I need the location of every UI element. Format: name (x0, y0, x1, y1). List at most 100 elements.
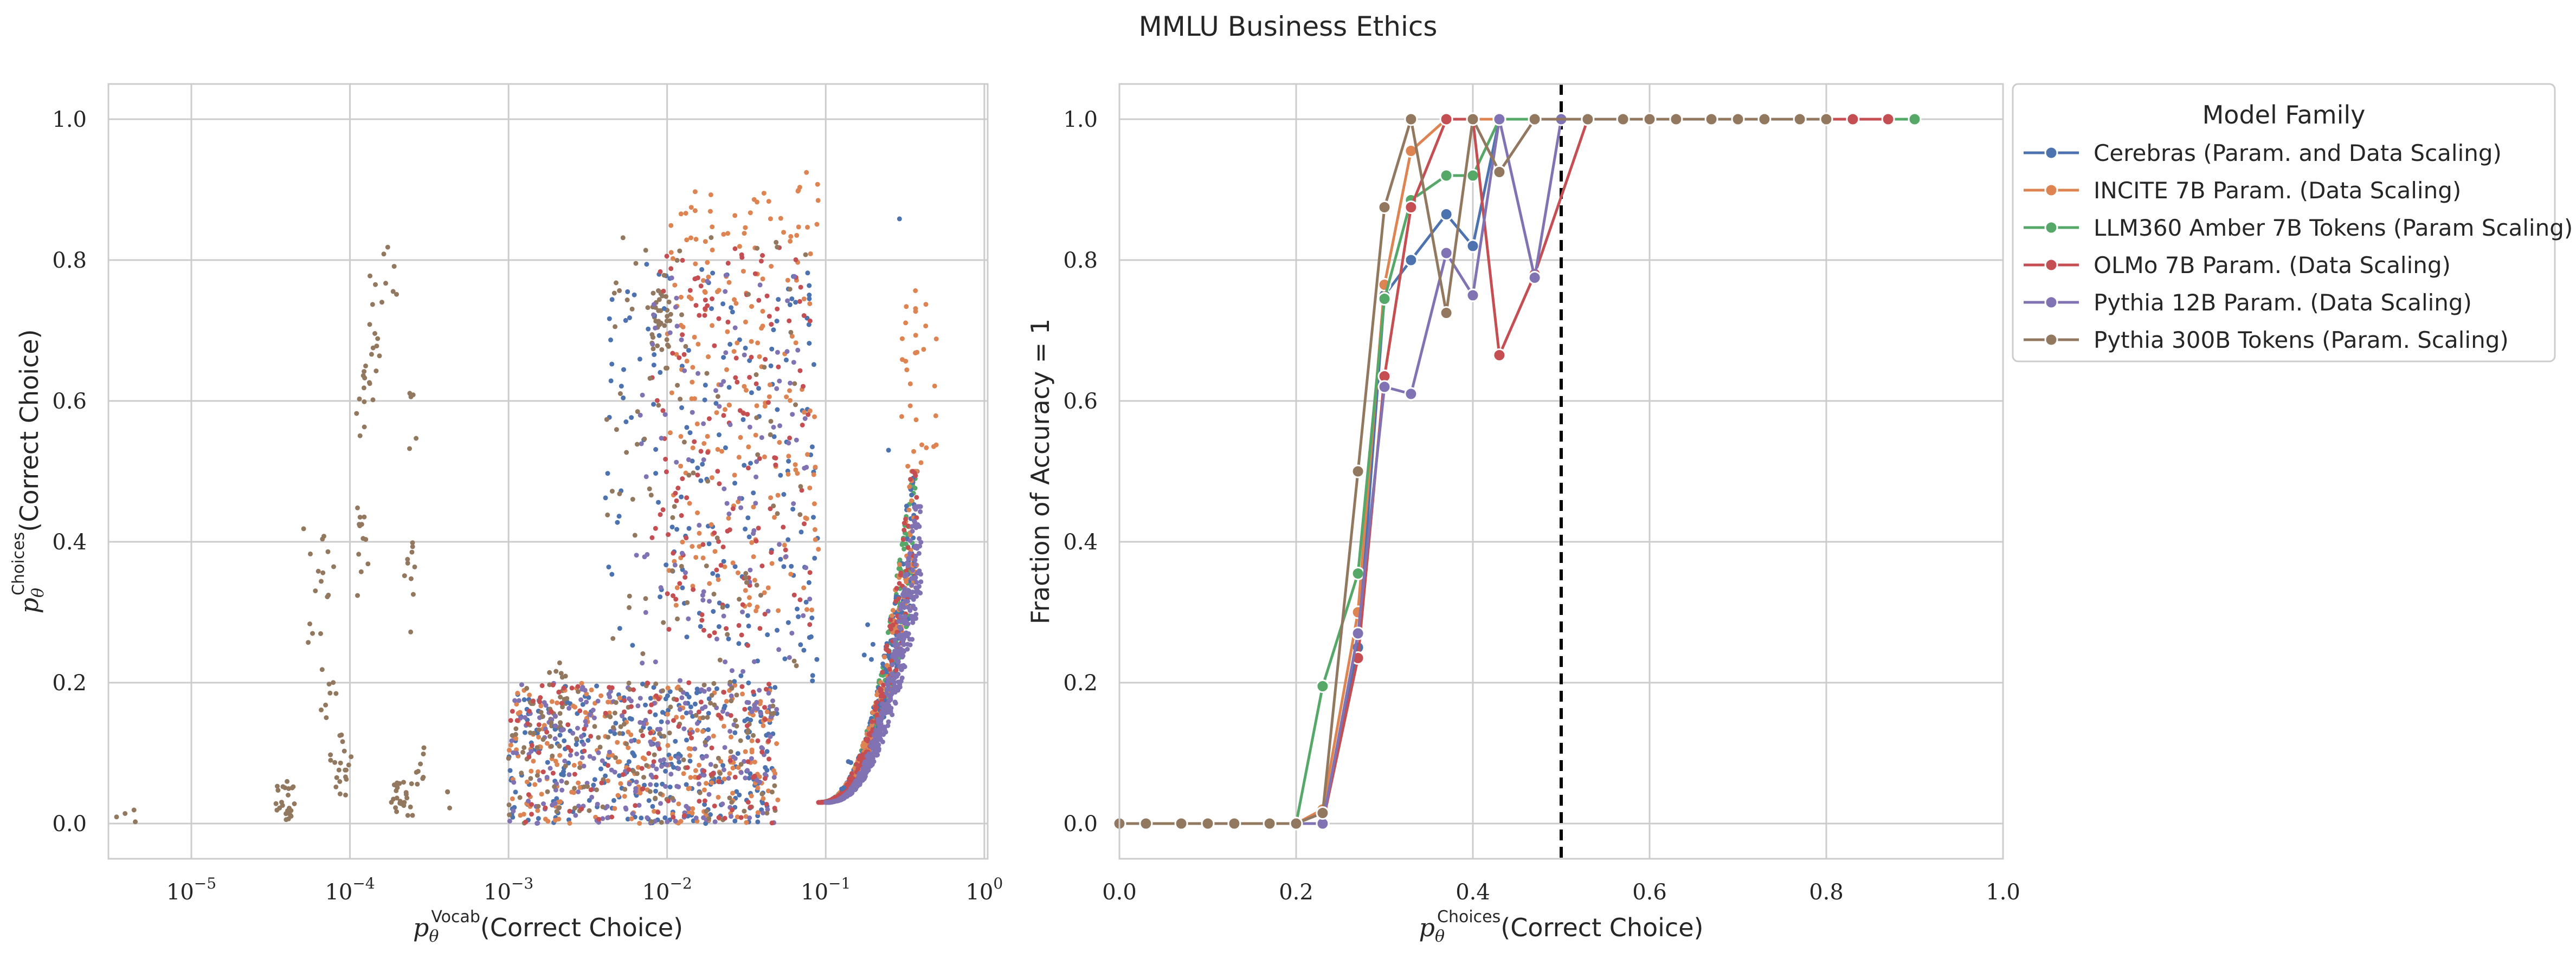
scatter-point (539, 683, 545, 688)
scatter-point (710, 571, 716, 576)
scatter-point (634, 779, 639, 785)
scatter-point (544, 729, 550, 735)
scatter-point (700, 755, 705, 761)
scatter-point (787, 388, 792, 393)
scatter-point (614, 427, 619, 432)
scatter-point (771, 425, 776, 430)
scatter-point (654, 766, 659, 772)
scatter-point (901, 527, 907, 533)
scatter-point (749, 747, 755, 753)
scatter-point (729, 305, 734, 310)
scatter-point (514, 718, 520, 723)
scatter-point (698, 283, 704, 289)
scatter-point (787, 655, 792, 660)
scatter-point (913, 473, 918, 478)
scatter-point (288, 808, 294, 813)
scatter-point (604, 417, 609, 422)
scatter-point (536, 750, 542, 755)
scatter-point (755, 785, 761, 790)
scatter-point (747, 374, 752, 380)
scatter-point (797, 597, 803, 602)
scatter-point (721, 559, 726, 564)
scatter-point (904, 630, 909, 636)
scatter-point (738, 505, 744, 510)
scatter-point (710, 247, 715, 252)
scatter-point (743, 319, 748, 325)
scatter-point (615, 740, 620, 745)
scatter-point (390, 289, 396, 294)
scatter-point (701, 768, 707, 774)
scatter-point (647, 709, 653, 715)
scatter-point (664, 469, 669, 475)
scatter-point (728, 713, 733, 718)
series-point (1439, 246, 1453, 260)
scatter-point (579, 755, 585, 760)
scatter-point (706, 711, 711, 716)
scatter-point (383, 281, 388, 286)
scatter-point (792, 381, 797, 386)
scatter-point (734, 723, 739, 729)
scatter-point (702, 289, 707, 294)
series-point (1492, 348, 1506, 362)
scatter-point (684, 737, 689, 743)
scatter-point (767, 314, 772, 319)
scatter-point (613, 700, 619, 705)
scatter-point (932, 384, 937, 388)
scatter-point (727, 758, 733, 763)
scatter-point (600, 804, 606, 809)
legend-marker (2044, 146, 2058, 160)
scatter-point (589, 794, 595, 800)
scatter-point (545, 789, 550, 794)
scatter-point (685, 813, 691, 819)
scatter-point (869, 722, 874, 728)
scatter-point (697, 799, 702, 804)
scatter-point (548, 766, 553, 771)
scatter-point (720, 605, 725, 610)
scatter-point (554, 796, 559, 801)
scatter-point (871, 742, 876, 748)
scatter-point (746, 444, 751, 450)
scatter-point (692, 746, 698, 751)
scatter-point (621, 395, 626, 400)
scatter-point (544, 775, 550, 780)
scatter-point (807, 301, 813, 307)
scatter-point (708, 701, 713, 706)
scatter-point (912, 485, 918, 491)
scatter-point (326, 682, 332, 687)
scatter-point (577, 765, 582, 770)
scatter-point (887, 666, 892, 672)
scatter-point (693, 261, 698, 267)
scatter-point (687, 786, 692, 791)
scatter-point (825, 800, 830, 805)
right-x-tick-label: 0.0 (1102, 880, 1137, 905)
scatter-point (745, 412, 750, 417)
legend-marker (2044, 295, 2058, 309)
left-y-tick-label: 0.0 (52, 812, 87, 837)
scatter-point (415, 781, 420, 787)
legend-entry: INCITE 7B Param. (Data Scaling) (2024, 177, 2461, 204)
legend-marker (2044, 183, 2058, 197)
scatter-point (758, 258, 764, 264)
scatter-point (627, 686, 633, 692)
scatter-point (890, 608, 896, 613)
scatter-point (759, 563, 765, 568)
scatter-point (513, 789, 518, 795)
scatter-point (675, 755, 681, 761)
scatter-point (637, 821, 642, 826)
scatter-point (649, 702, 654, 708)
scatter-point (684, 425, 690, 430)
scatter-point (901, 546, 907, 552)
scatter-point (762, 612, 768, 617)
scatter-point (506, 802, 512, 807)
scatter-point (693, 237, 699, 242)
scatter-point (745, 613, 750, 618)
scatter-point (783, 357, 789, 362)
series-point (1643, 112, 1657, 126)
scatter-point (308, 551, 313, 556)
left-x-axis-label: pθVocab(Correct Choice) (413, 908, 683, 946)
scatter-point (757, 779, 762, 785)
scatter-point (701, 441, 707, 446)
scatter-point (768, 495, 774, 501)
scatter-point (886, 649, 892, 654)
scatter-point (615, 793, 621, 798)
